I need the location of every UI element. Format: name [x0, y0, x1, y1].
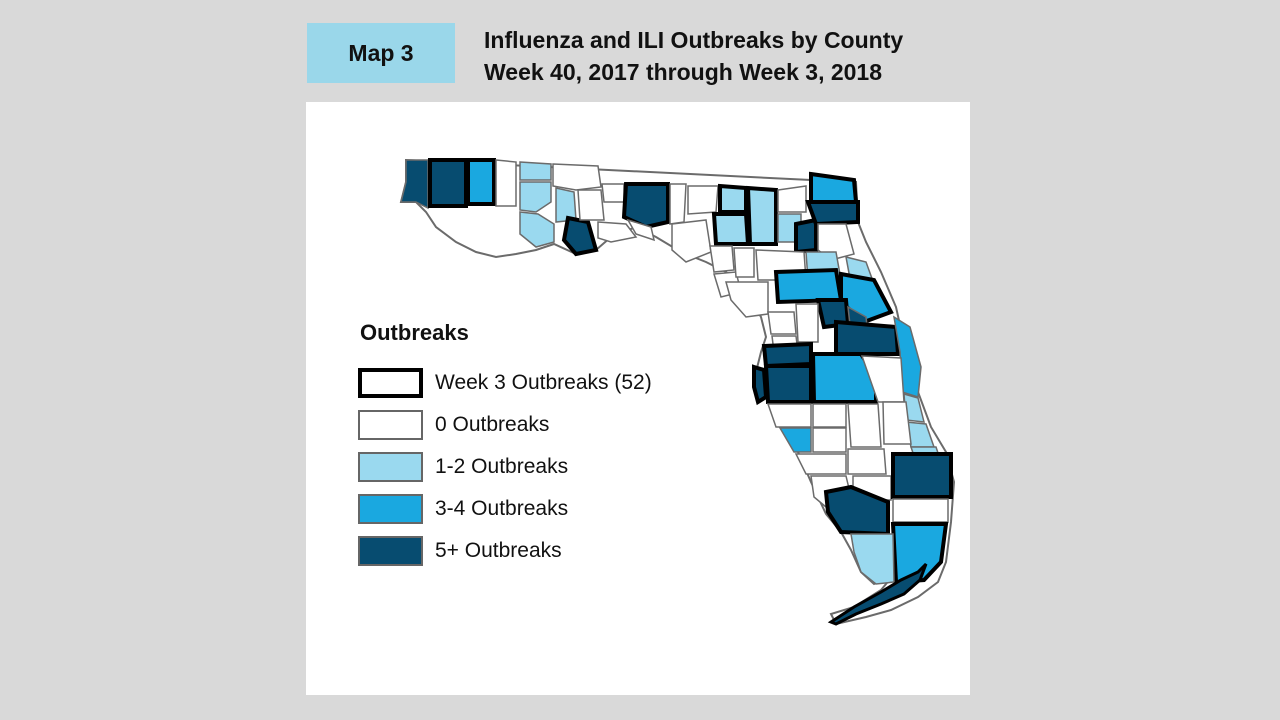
county-gulf — [561, 215, 599, 257]
county-clay — [794, 217, 818, 255]
legend-label-3-4: 3-4 Outbreaks — [435, 497, 569, 520]
county-monroe-mainland — [850, 533, 895, 585]
county-santa-rosa — [428, 158, 468, 208]
legend-item-0: 0 Outbreaks — [358, 404, 652, 446]
county-levy — [725, 281, 769, 318]
legend-swatch-5plus — [358, 536, 423, 566]
county-okeechobee — [882, 401, 912, 445]
county-hamilton — [718, 183, 748, 214]
map-panel: Outbreaks Week 3 Outbreaks (52) 0 Outbre… — [306, 102, 970, 695]
county-pasco — [761, 341, 813, 369]
county-walton — [495, 159, 517, 207]
county-hardee — [812, 403, 847, 428]
map-title-line-2: Week 40, 2017 through Week 3, 2018 — [484, 59, 883, 85]
county-citrus — [767, 311, 797, 335]
county-leon — [621, 182, 670, 230]
county-franklin — [597, 221, 638, 243]
county-st-johns — [817, 223, 855, 261]
county-columbia — [745, 185, 778, 246]
legend-label-0: 0 Outbreaks — [435, 413, 550, 436]
legend-item-5plus: 5+ Outbreaks — [358, 530, 652, 572]
county-jefferson — [669, 183, 687, 225]
map-title: Influenza and ILI Outbreaks by County We… — [484, 24, 903, 88]
legend-item-3-4: 3-4 Outbreaks — [358, 488, 652, 530]
legend-swatch-3-4 — [358, 494, 423, 524]
county-liberty — [577, 189, 605, 221]
legend-title: Outbreaks — [360, 320, 469, 345]
county-holmes — [519, 161, 552, 181]
county-marion — [773, 267, 844, 305]
map-number-label: Map 3 — [307, 23, 455, 83]
county-broward — [892, 498, 949, 523]
county-gilchrist — [733, 247, 755, 278]
county-taylor — [671, 219, 712, 263]
county-wakulla — [626, 218, 656, 242]
county-palm-beach — [891, 452, 953, 499]
legend-swatch-week3 — [358, 368, 423, 398]
county-okaloosa — [466, 158, 496, 206]
county-manatee — [766, 403, 812, 428]
county-highlands — [847, 403, 882, 448]
legend-item-1-2: 1-2 Outbreaks — [358, 446, 652, 488]
county-miami-dade — [890, 522, 949, 585]
legend-label-5plus: 5+ Outbreaks — [435, 539, 562, 562]
county-duval — [805, 200, 860, 227]
county-sarasota — [778, 427, 812, 453]
county-glades — [847, 448, 887, 475]
county-suwannee — [711, 212, 751, 246]
legend-swatch-1-2 — [358, 452, 423, 482]
florida-county-map — [399, 158, 956, 626]
county-sumter — [795, 303, 819, 343]
county-jackson — [552, 163, 602, 191]
map-title-line-1: Influenza and ILI Outbreaks by County — [484, 27, 904, 53]
county-calhoun — [555, 187, 577, 223]
county-baker — [777, 185, 807, 213]
county-bay — [519, 211, 555, 248]
county-orange — [834, 319, 901, 356]
county-pinellas — [752, 364, 769, 406]
county-lafayette — [709, 245, 735, 273]
county-washington — [519, 181, 552, 213]
legend-label-week3: Week 3 Outbreaks (52) — [435, 371, 652, 394]
county-desoto — [812, 427, 847, 453]
county-hillsborough — [763, 364, 813, 404]
legend-item-week3: Week 3 Outbreaks (52) — [358, 362, 652, 404]
legend-swatch-0 — [358, 410, 423, 440]
county-nassau — [809, 171, 859, 204]
county-madison — [687, 185, 719, 215]
county-brevard — [892, 315, 922, 398]
map-legend: Outbreaks Week 3 Outbreaks (52) 0 Outbre… — [358, 320, 652, 572]
county-monroe-keys — [827, 562, 928, 626]
legend-label-1-2: 1-2 Outbreaks — [435, 455, 569, 478]
county-gadsden — [601, 183, 625, 203]
county-charlotte — [794, 453, 847, 475]
